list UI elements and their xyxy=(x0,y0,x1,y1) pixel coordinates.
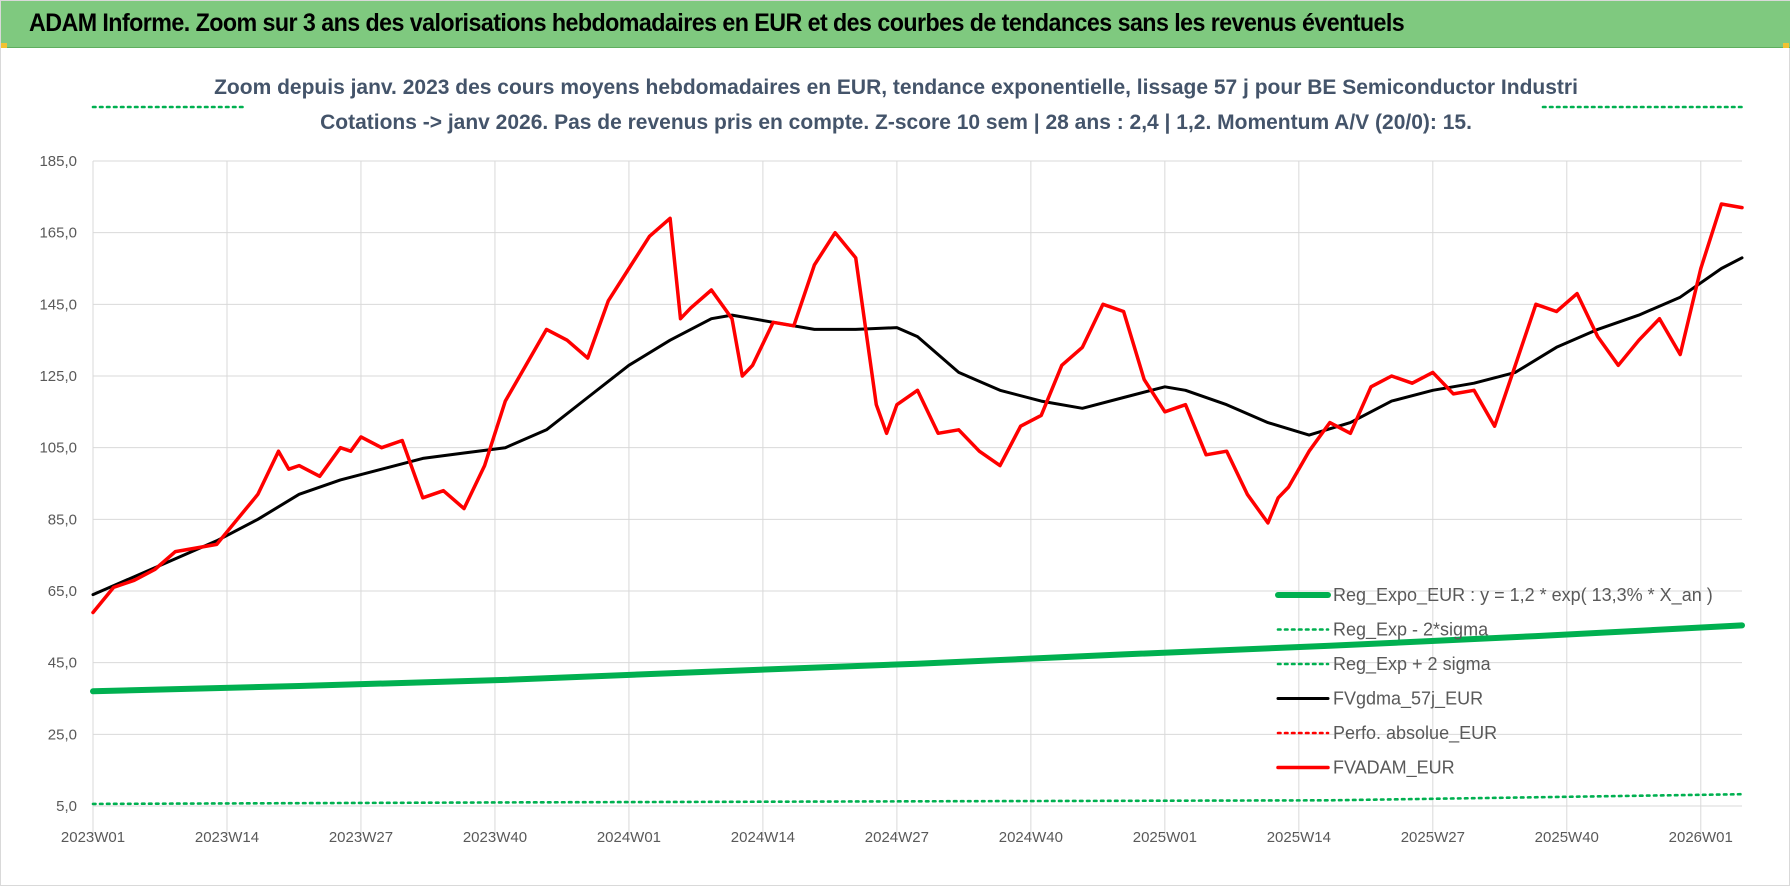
x-tick-label: 2024W01 xyxy=(597,829,661,846)
banner-title: ADAM Informe. Zoom sur 3 ans des valoris… xyxy=(29,9,1405,37)
x-tick-label: 2025W40 xyxy=(1535,829,1599,846)
legend-label-3: FVgdma_57j_EUR xyxy=(1333,689,1483,710)
report-banner: ADAM Informe. Zoom sur 3 ans des valoris… xyxy=(1,1,1790,48)
x-tick-label: 2023W01 xyxy=(61,829,125,846)
x-tick-label: 2026W01 xyxy=(1669,829,1733,846)
x-tick-label: 2023W14 xyxy=(195,829,259,846)
y-tick-label: 125,0 xyxy=(39,368,77,385)
chart-title-line-1: Zoom depuis janv. 2023 des cours moyens … xyxy=(214,76,1578,99)
x-tick-label: 2023W27 xyxy=(329,829,393,846)
x-axis-ticks: 2023W01 2023W14 2023W27 2023W40 2024W01 2024W… xyxy=(61,829,1733,846)
legend: Reg_Expo_EUR : y = 1,2 * exp( 13,3% * X_… xyxy=(1275,585,1713,779)
series-lines xyxy=(90,105,1745,806)
series-line-3 xyxy=(91,256,1744,597)
series-line-5 xyxy=(91,202,1744,615)
gridlines xyxy=(92,160,1742,836)
x-tick-label: 2024W40 xyxy=(999,829,1063,846)
chart-title-line-2: Cotations -> janv 2026. Pas de revenus p… xyxy=(320,111,1472,134)
x-tick-label: 2024W27 xyxy=(865,829,929,846)
y-tick-label: 145,0 xyxy=(39,296,77,313)
y-tick-label: 5,0 xyxy=(56,798,77,815)
banner-corner-left xyxy=(1,43,7,48)
y-tick-label: 85,0 xyxy=(48,511,77,528)
y-tick-label: 45,0 xyxy=(48,655,77,672)
y-tick-label: 105,0 xyxy=(39,440,77,457)
x-tick-label: 2024W14 xyxy=(731,829,795,846)
y-tick-label: 25,0 xyxy=(48,726,77,743)
legend-label-2: Reg_Exp + 2 sigma xyxy=(1333,654,1492,675)
y-tick-label: 185,0 xyxy=(39,153,77,170)
x-tick-label: 2025W27 xyxy=(1401,829,1465,846)
y-tick-label: 65,0 xyxy=(48,583,77,600)
series-line-0 xyxy=(90,622,1745,695)
legend-label-4: Perfo. absolue_EUR xyxy=(1333,723,1497,744)
x-tick-label: 2025W01 xyxy=(1133,829,1197,846)
x-tick-label: 2025W14 xyxy=(1267,829,1331,846)
y-tick-label: 165,0 xyxy=(39,225,77,242)
legend-label-1: Reg_Exp - 2*sigma xyxy=(1333,620,1489,641)
legend-label-0: Reg_Expo_EUR : y = 1,2 * exp( 13,3% * X_… xyxy=(1333,585,1713,606)
y-axis-ticks: 185,0 165,0 145,0 125,0 105,0 85,0 65,0 45,0 25,… xyxy=(39,153,77,815)
x-tick-label: 2023W40 xyxy=(463,829,527,846)
banner-corner-right xyxy=(1783,43,1789,48)
legend-label-5: FVADAM_EUR xyxy=(1333,758,1455,779)
series-line-1 xyxy=(91,792,1744,806)
